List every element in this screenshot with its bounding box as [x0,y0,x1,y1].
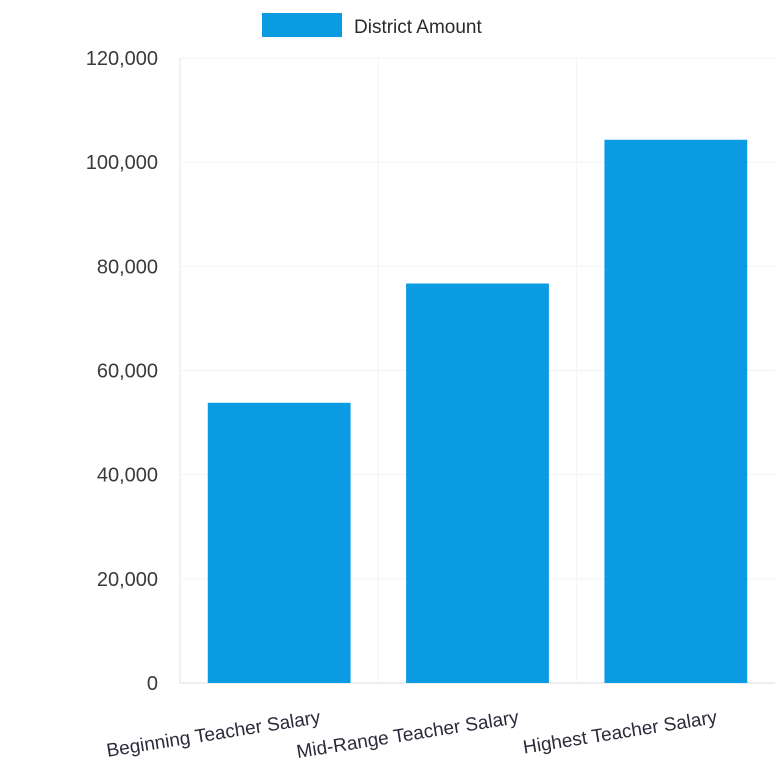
y-tick-label: 120,000 [86,48,158,70]
y-tick-label: 20,000 [97,569,158,591]
bar [604,139,748,684]
bars [207,139,748,684]
y-axis: 0 20,000 40,000 60,000 80,000 100,000 120,000 [86,48,158,695]
bar [406,283,549,683]
y-tick-label: 40,000 [97,465,158,487]
legend-swatch [262,13,342,37]
y-tick-label: 100,000 [86,152,158,174]
x-tick-label: Highest Teacher Salary [522,707,719,758]
y-tick-label: 80,000 [97,256,158,278]
x-tick-label: Beginning Teacher Salary [105,707,322,762]
legend-label: District Amount [354,17,482,38]
x-tick-label: Mid-Range Teacher Salary [295,707,521,763]
legend: District Amount [262,13,482,38]
y-tick-label: 60,000 [97,361,158,383]
bar [207,402,351,683]
y-tick-label: 0 [147,673,158,695]
